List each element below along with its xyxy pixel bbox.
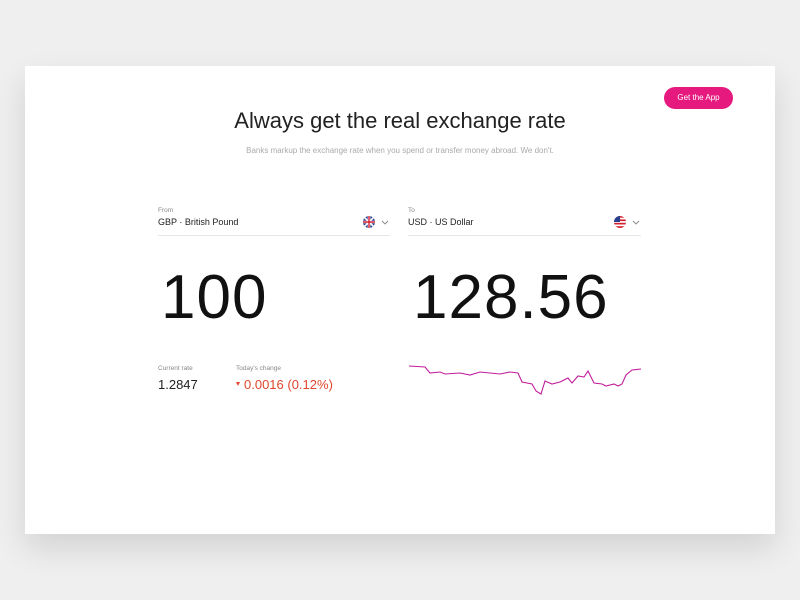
from-underline [158,235,390,236]
card: Get the App Always get the real exchange… [25,66,775,534]
change-label: Today's change [236,365,281,372]
down-arrow [236,382,240,386]
from-currency[interactable]: GBP · British Pound [158,217,239,227]
to-currency[interactable]: USD · US Dollar [408,217,474,227]
title: Always get the real exchange rate [234,108,566,133]
subtitle: Banks markup the exchange rate when you … [246,146,554,155]
us-flag [614,216,626,228]
from-label: From [158,207,174,214]
rate-sparkline [408,365,642,395]
to-underline [408,235,641,236]
from-chevron[interactable] [381,220,389,225]
to-label: To [408,207,415,214]
change-value: 0.0016 (0.12%) [244,377,333,392]
uk-flag [363,216,375,228]
to-chevron[interactable] [632,220,640,225]
rate-label: Current rate [158,365,193,372]
decorations [236,216,642,395]
get-app-button[interactable]: Get the App [664,87,733,109]
to-amount[interactable]: 128.56 [413,263,609,332]
rate-value: 1.2847 [158,377,198,392]
from-amount[interactable]: 100 [161,263,268,332]
